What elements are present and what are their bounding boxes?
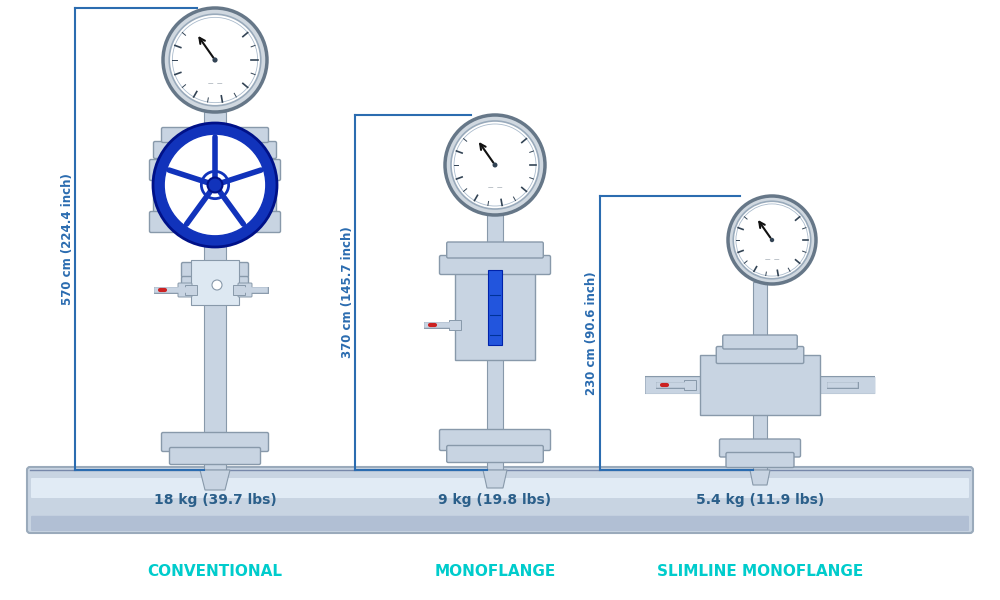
FancyBboxPatch shape	[154, 194, 276, 215]
Text: SLIMLINE MONOFLANGE: SLIMLINE MONOFLANGE	[657, 565, 863, 580]
Circle shape	[733, 201, 811, 279]
FancyBboxPatch shape	[723, 335, 797, 349]
Text: 570 cm (224.4 inch): 570 cm (224.4 inch)	[60, 173, 74, 305]
FancyBboxPatch shape	[162, 127, 268, 142]
Bar	[185, 285, 197, 295]
FancyBboxPatch shape	[31, 516, 969, 531]
Text: —  —: — —	[208, 81, 222, 86]
FancyBboxPatch shape	[447, 242, 543, 258]
FancyBboxPatch shape	[150, 211, 280, 232]
Polygon shape	[200, 470, 230, 490]
FancyBboxPatch shape	[182, 277, 248, 292]
Text: 9 kg (19.8 lbs): 9 kg (19.8 lbs)	[438, 493, 552, 507]
FancyBboxPatch shape	[150, 160, 280, 181]
Text: —  —: — —	[488, 185, 502, 190]
FancyBboxPatch shape	[154, 142, 276, 158]
FancyBboxPatch shape	[162, 433, 268, 451]
FancyBboxPatch shape	[31, 478, 969, 498]
Bar	[455, 265, 535, 360]
Bar	[487, 209, 503, 470]
Bar	[204, 112, 226, 470]
FancyBboxPatch shape	[447, 445, 543, 463]
Bar	[756, 278, 764, 282]
Polygon shape	[750, 470, 770, 485]
Circle shape	[163, 8, 267, 112]
Text: CONVENTIONAL: CONVENTIONAL	[148, 565, 283, 580]
Bar	[753, 282, 767, 470]
Bar	[191, 260, 239, 305]
FancyBboxPatch shape	[170, 448, 260, 464]
Bar	[209, 108, 221, 112]
FancyBboxPatch shape	[178, 283, 192, 297]
FancyBboxPatch shape	[182, 263, 248, 277]
Circle shape	[208, 178, 222, 193]
Bar	[171, 160, 259, 215]
FancyBboxPatch shape	[27, 467, 973, 533]
Circle shape	[153, 123, 277, 247]
Circle shape	[445, 115, 545, 215]
FancyBboxPatch shape	[440, 256, 550, 275]
Circle shape	[212, 280, 222, 290]
Bar	[233, 285, 245, 295]
Text: 370 cm (145.7 inch): 370 cm (145.7 inch)	[340, 227, 354, 358]
Polygon shape	[483, 470, 507, 488]
Bar	[449, 320, 461, 330]
Text: 18 kg (39.7 lbs): 18 kg (39.7 lbs)	[154, 493, 276, 507]
Text: 5.4 kg (11.9 lbs): 5.4 kg (11.9 lbs)	[696, 493, 824, 507]
Circle shape	[212, 58, 218, 62]
Bar	[490, 205, 500, 209]
Circle shape	[164, 134, 266, 236]
Text: —  —: — —	[765, 257, 779, 262]
FancyBboxPatch shape	[726, 452, 794, 467]
FancyBboxPatch shape	[440, 430, 550, 451]
FancyBboxPatch shape	[720, 439, 800, 457]
Circle shape	[169, 14, 261, 106]
Bar	[700, 355, 820, 415]
Bar	[488, 270, 502, 345]
Bar	[684, 380, 696, 390]
Circle shape	[451, 121, 539, 209]
Circle shape	[492, 163, 498, 167]
Text: MONOFLANGE: MONOFLANGE	[434, 565, 556, 580]
Circle shape	[728, 196, 816, 284]
Circle shape	[770, 238, 774, 242]
FancyBboxPatch shape	[238, 283, 252, 297]
FancyBboxPatch shape	[716, 346, 804, 364]
Text: 230 cm (90.6 inch): 230 cm (90.6 inch)	[586, 271, 598, 395]
